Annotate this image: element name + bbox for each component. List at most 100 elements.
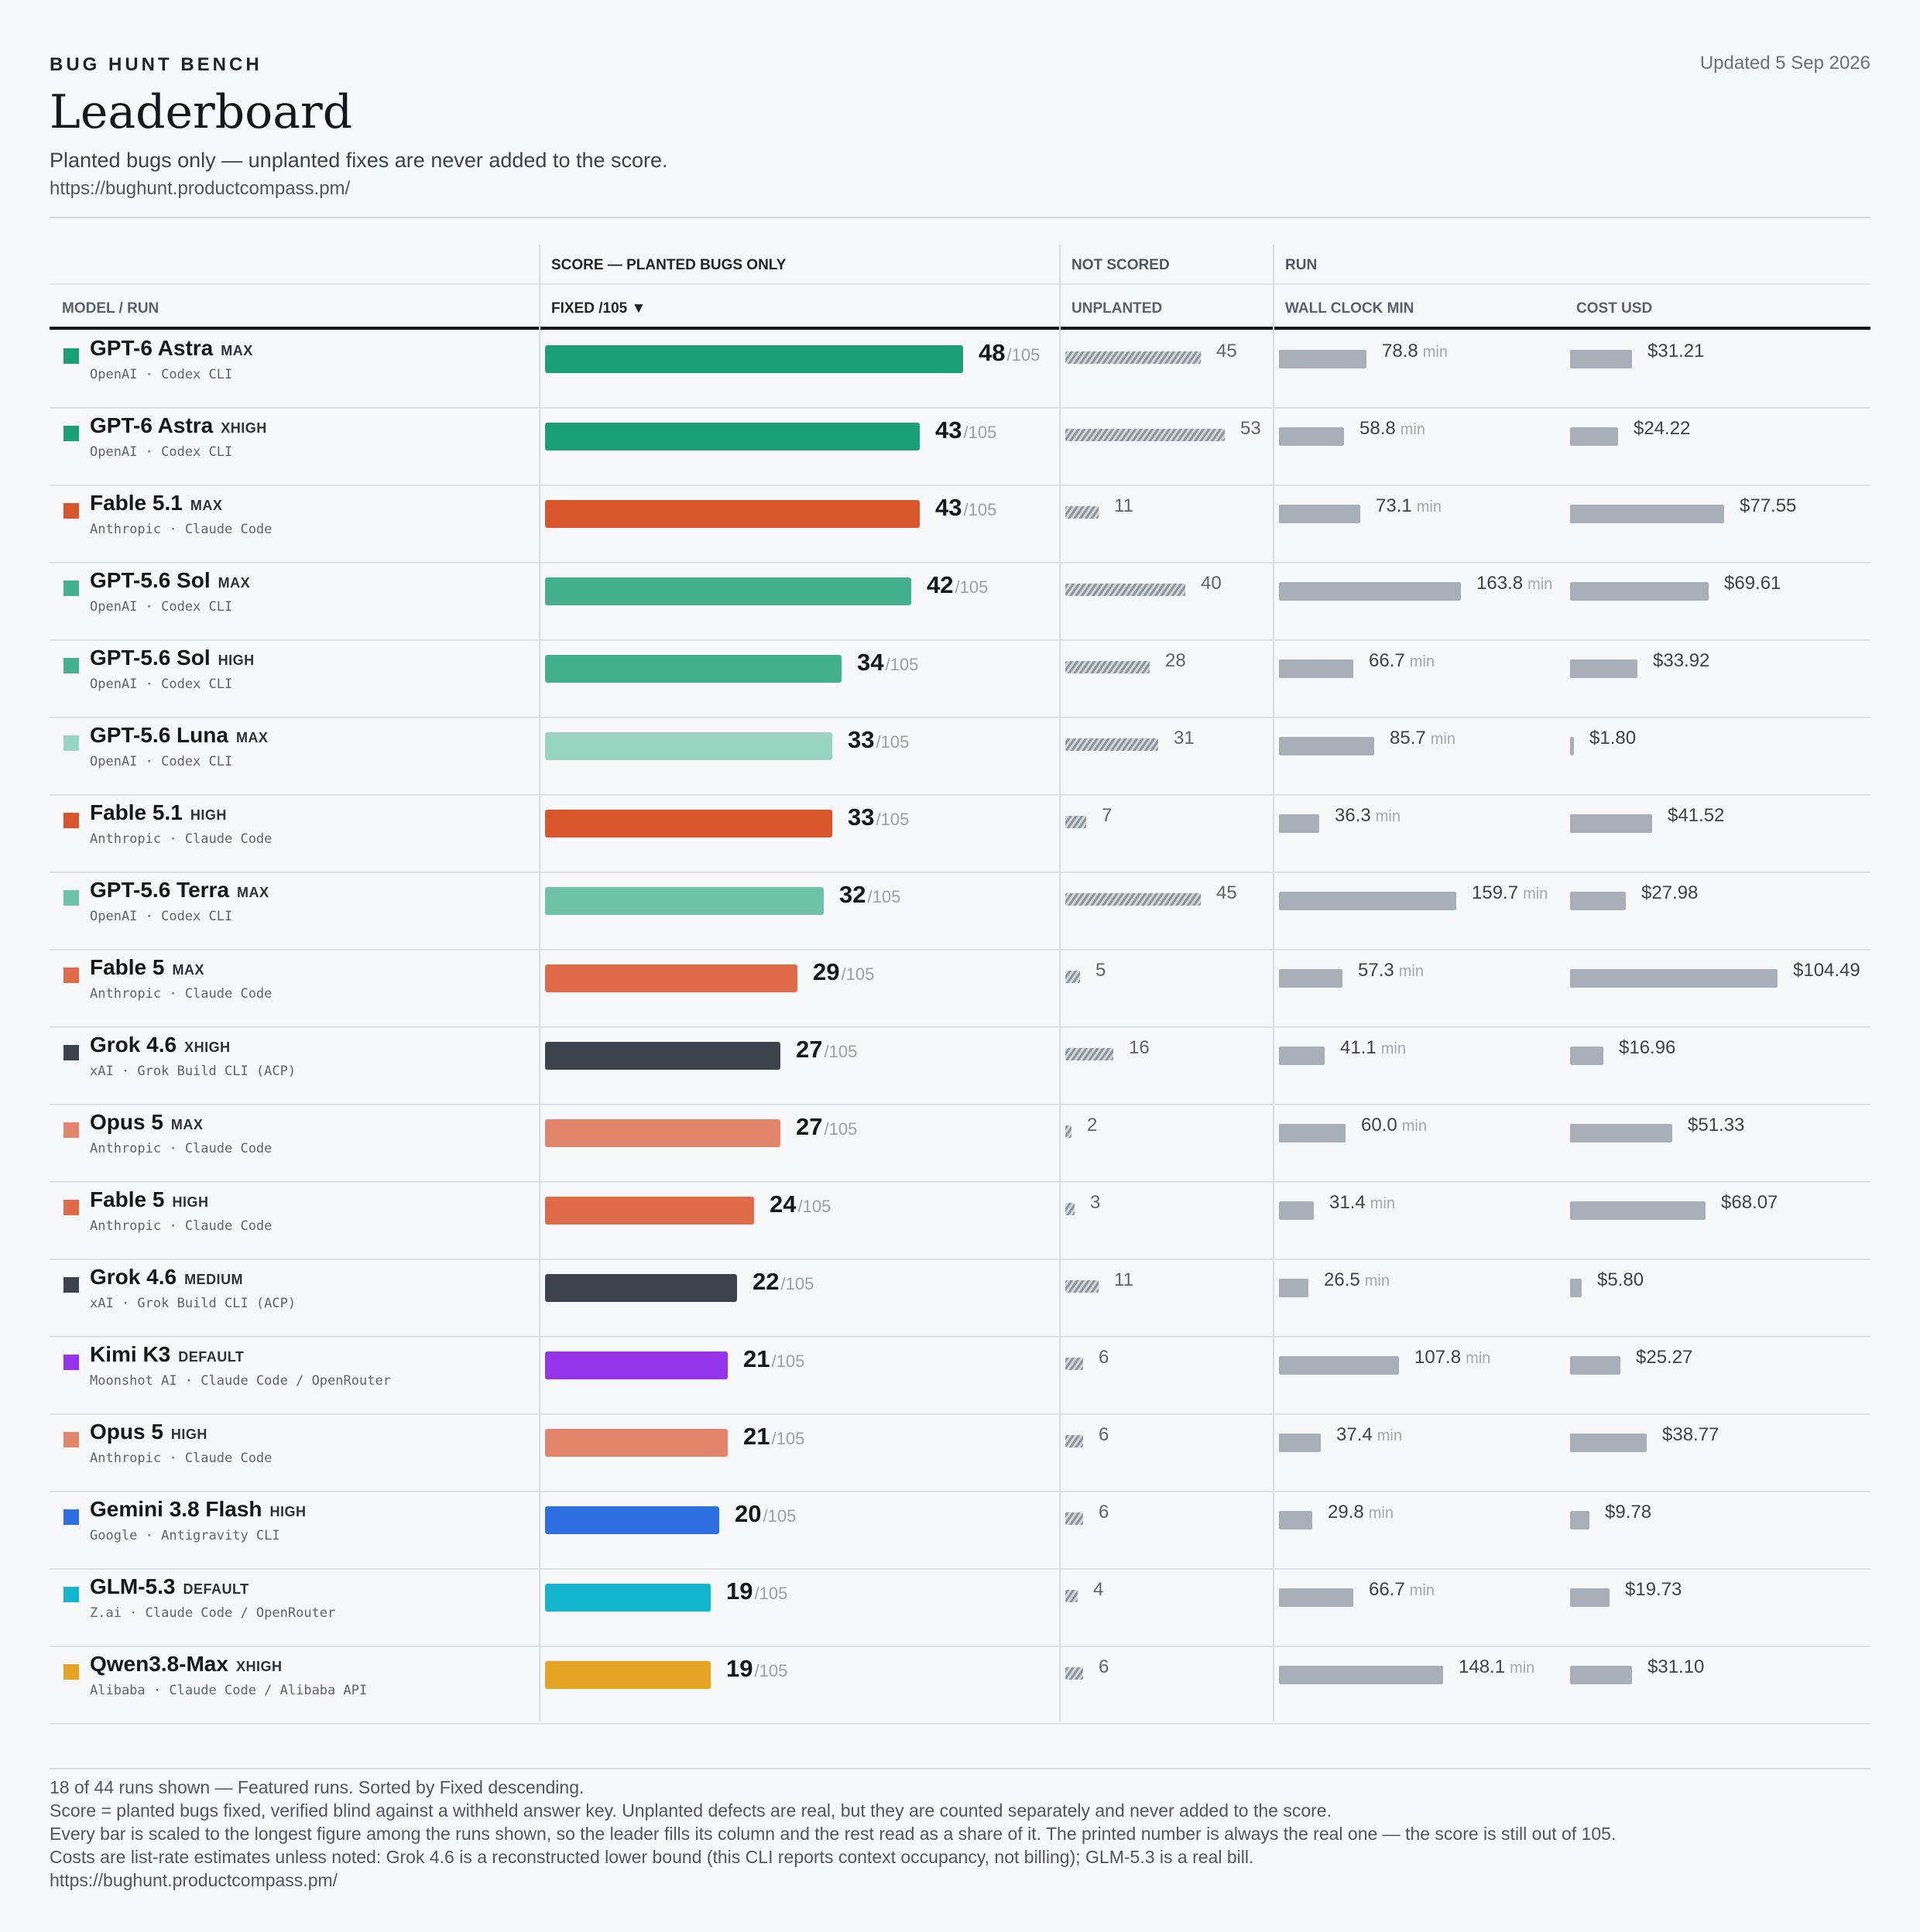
cost-value: $77.55 (1740, 495, 1797, 516)
fixed-value: 42/105 (927, 571, 988, 599)
fixed-number: 21 (743, 1345, 770, 1372)
footer-score-note: Score = planted bugs fixed, verified bli… (50, 1800, 1332, 1821)
table-row[interactable]: Kimi K3 DEFAULT Moonshot AI · Claude Code … (50, 1336, 1870, 1415)
fixed-bar (545, 964, 797, 992)
wall-clock-bar (1279, 892, 1456, 910)
model-name: Fable 5 HIGH (90, 1187, 208, 1212)
wall-clock-unit: min (1398, 963, 1424, 980)
wall-clock-bar (1279, 505, 1360, 523)
fixed-out-of: /105 (1006, 345, 1041, 365)
fixed-number: 19 (726, 1577, 753, 1605)
col-unplanted[interactable]: UNPLANTED (1071, 300, 1163, 317)
unplanted-value: 6 (1099, 1424, 1109, 1445)
vendor-harness: Anthropic · Claude Code (90, 1218, 273, 1234)
fixed-bar (545, 655, 842, 683)
model-name-text: Fable 5 (90, 955, 165, 979)
model-name-text: GPT-6 Astra (90, 413, 214, 437)
cost-bar (1570, 814, 1652, 833)
footer-link[interactable]: https://bughunt.productcompass.pm/ (50, 1870, 338, 1890)
table-row[interactable]: Opus 5 MAX Anthropic · Claude Code 27/105 2 6… (50, 1104, 1870, 1183)
fixed-out-of: /105 (841, 964, 875, 984)
col-fixed-sort[interactable]: FIXED /105 ▼ (551, 300, 646, 317)
wall-clock-number: 36.3 (1335, 805, 1371, 826)
cost-bar (1570, 505, 1724, 523)
wall-clock-unit: min (1409, 653, 1435, 670)
cost-value: $33.92 (1653, 650, 1710, 671)
cost-value: $27.98 (1641, 882, 1699, 903)
cost-value: $1.80 (1589, 728, 1637, 748)
table-row[interactable]: Fable 5 HIGH Anthropic · Claude Code 24/105… (50, 1181, 1870, 1260)
wall-clock-unit: min (1466, 1350, 1491, 1367)
site-link[interactable]: https://bughunt.productcompass.pm/ (50, 178, 351, 199)
vendor-harness: OpenAI · Codex CLI (90, 599, 233, 615)
wall-clock-bar (1279, 427, 1344, 446)
fixed-number: 27 (796, 1113, 823, 1140)
fixed-value: 24/105 (770, 1190, 831, 1218)
cost-value: $25.27 (1636, 1347, 1693, 1368)
wall-clock-bar (1279, 737, 1374, 755)
effort-badge: DEFAULT (178, 1349, 245, 1365)
fixed-out-of: /105 (824, 1119, 858, 1139)
fixed-bar (545, 810, 832, 838)
vendor-harness: Google · Antigravity CLI (90, 1528, 280, 1543)
wall-clock-number: 66.7 (1369, 1579, 1405, 1600)
col-cost[interactable]: COST USD (1576, 300, 1653, 317)
col-wall-clock[interactable]: WALL CLOCK MIN (1285, 300, 1414, 317)
table-row[interactable]: GLM-5.3 DEFAULT Z.ai · Claude Code / OpenR… (50, 1568, 1870, 1647)
table-row[interactable]: Grok 4.6 MEDIUM xAI · Grok Build CLI (ACP)… (50, 1259, 1870, 1338)
model-name-text: GPT-5.6 Terra (90, 878, 230, 902)
unplanted-value: 11 (1114, 495, 1133, 516)
table-row[interactable]: GPT-5.6 Sol HIGH OpenAI · Codex CLI 34/105 2… (50, 639, 1870, 718)
cost-value: $9.78 (1605, 1502, 1652, 1523)
cost-value: $69.61 (1724, 573, 1781, 594)
wall-clock-number: 107.8 (1414, 1347, 1462, 1368)
cost-bar (1570, 1279, 1582, 1297)
fixed-value: 21/105 (743, 1345, 804, 1373)
fixed-value: 33/105 (848, 726, 909, 754)
model-color-swatch (63, 658, 79, 673)
table-row[interactable]: GPT-5.6 Sol MAX OpenAI · Codex CLI 42/105 40… (50, 562, 1870, 641)
unplanted-value: 45 (1216, 882, 1237, 903)
header-divider (50, 217, 1870, 218)
unplanted-bar (1065, 1512, 1083, 1525)
fixed-out-of: /105 (797, 1197, 831, 1216)
unplanted-bar (1065, 661, 1150, 673)
effort-badge: MAX (190, 498, 223, 513)
vendor-harness: Anthropic · Claude Code (90, 986, 273, 1002)
fixed-bar (545, 1119, 780, 1147)
model-name: GLM-5.3 DEFAULT (90, 1574, 249, 1599)
table-row[interactable]: Gemini 3.8 Flash HIGH Google · Antigravity… (50, 1491, 1870, 1570)
fixed-out-of: /105 (763, 1506, 797, 1526)
model-name-text: Opus 5 (90, 1110, 163, 1134)
cost-value: $16.96 (1619, 1037, 1676, 1058)
model-color-swatch (63, 348, 79, 364)
table-row[interactable]: Opus 5 HIGH Anthropic · Claude Code 21/105 6… (50, 1413, 1870, 1492)
wall-clock-bar (1279, 1356, 1399, 1375)
table-row[interactable]: Grok 4.6 XHIGH xAI · Grok Build CLI (ACP) 2… (50, 1026, 1870, 1105)
table-row[interactable]: Fable 5.1 HIGH Anthropic · Claude Code 33/1… (50, 794, 1870, 873)
unplanted-value: 16 (1129, 1037, 1150, 1058)
cost-bar (1570, 1511, 1589, 1530)
table-row[interactable]: GPT-6 Astra MAX OpenAI · Codex CLI 48/105 45… (50, 330, 1870, 409)
table-row[interactable]: GPT-6 Astra XHIGH OpenAI · Codex CLI 43/105… (50, 407, 1870, 486)
fixed-value: 43/105 (935, 416, 996, 444)
model-name: Kimi K3 DEFAULT (90, 1342, 244, 1367)
fixed-number: 48 (979, 339, 1006, 366)
model-name-text: Fable 5.1 (90, 491, 183, 515)
wall-clock-bar (1279, 350, 1366, 368)
effort-badge: HIGH (170, 1427, 207, 1442)
model-color-swatch (63, 581, 79, 596)
unplanted-bar (1065, 429, 1225, 441)
table-row[interactable]: Qwen3.8-Max XHIGH Alibaba · Claude Code / … (50, 1646, 1870, 1725)
wall-clock-unit: min (1527, 576, 1553, 593)
wall-clock-value: 57.3 min (1358, 960, 1424, 981)
table-row[interactable]: GPT-5.6 Terra MAX OpenAI · Codex CLI 32/105… (50, 872, 1870, 951)
table-row[interactable]: Fable 5 MAX Anthropic · Claude Code 29/105 5… (50, 949, 1870, 1028)
table-row[interactable]: GPT-5.6 Luna MAX OpenAI · Codex CLI 33/105 3… (50, 717, 1870, 796)
effort-badge: MAX (235, 730, 269, 745)
cost-value: $19.73 (1625, 1579, 1682, 1600)
wall-clock-value: 85.7 min (1390, 728, 1455, 749)
wall-clock-value: 78.8 min (1382, 341, 1448, 362)
table-row[interactable]: Fable 5.1 MAX Anthropic · Claude Code 43/10… (50, 485, 1870, 564)
